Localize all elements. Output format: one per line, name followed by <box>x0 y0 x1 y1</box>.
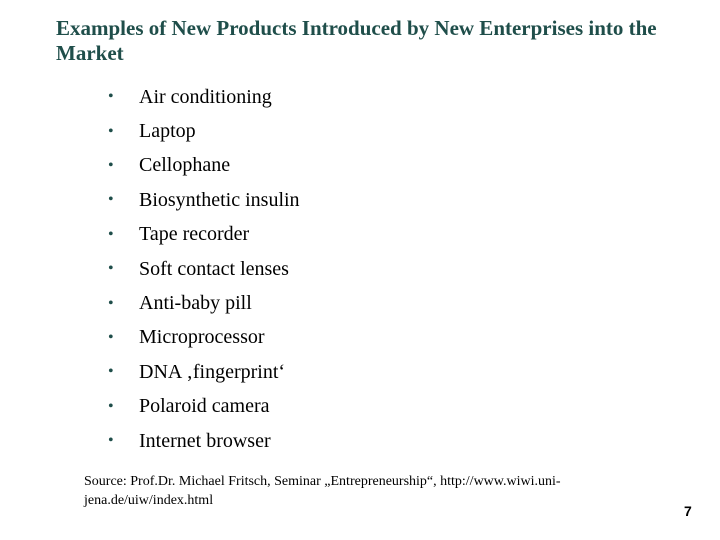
list-item-label: Soft contact lenses <box>139 257 289 280</box>
slide-title: Examples of New Products Introduced by N… <box>56 16 657 65</box>
list-item-label: Laptop <box>139 120 196 143</box>
list-item: • Soft contact lenses <box>108 252 300 286</box>
list-item-label: DNA ‚fingerprint‘ <box>139 360 286 383</box>
source-note: Source: Prof.Dr. Michael Fritsch, Semina… <box>84 474 561 508</box>
list-item-label: Biosynthetic insulin <box>139 188 300 211</box>
list-item: • Anti-baby pill <box>108 286 300 320</box>
bullet-icon: • <box>108 294 114 312</box>
list-item: • Biosynthetic insulin <box>108 183 300 217</box>
list-item-label: Cellophane <box>139 154 231 177</box>
bullet-icon: • <box>108 191 114 209</box>
list-item-label: Anti-baby pill <box>139 292 252 315</box>
list-item-label: Internet browser <box>139 429 271 452</box>
list-item: • Polaroid camera <box>108 390 300 424</box>
bullet-icon: • <box>108 122 114 140</box>
list-item: • Cellophane <box>108 149 300 183</box>
bullet-icon: • <box>108 432 114 450</box>
list-item: • DNA ‚fingerprint‘ <box>108 355 300 389</box>
bullet-icon: • <box>108 397 114 415</box>
bullet-icon: • <box>108 88 114 106</box>
list-item-label: Air conditioning <box>139 85 272 108</box>
list-item-label: Polaroid camera <box>139 395 270 418</box>
list-item: • Air conditioning <box>108 80 300 114</box>
page-number: 7 <box>684 503 692 519</box>
list-item: • Microprocessor <box>108 321 300 355</box>
list-item: • Laptop <box>108 114 300 148</box>
bullet-icon: • <box>108 363 114 381</box>
bullet-icon: • <box>108 156 114 174</box>
bullet-icon: • <box>108 225 114 243</box>
list-item-label: Tape recorder <box>139 223 250 246</box>
list-item: • Internet browser <box>108 424 300 458</box>
bullet-icon: • <box>108 328 114 346</box>
product-list: • Air conditioning • Laptop • Cellophane… <box>108 80 300 458</box>
list-item-label: Microprocessor <box>139 326 265 349</box>
list-item: • Tape recorder <box>108 218 300 252</box>
bullet-icon: • <box>108 260 114 278</box>
